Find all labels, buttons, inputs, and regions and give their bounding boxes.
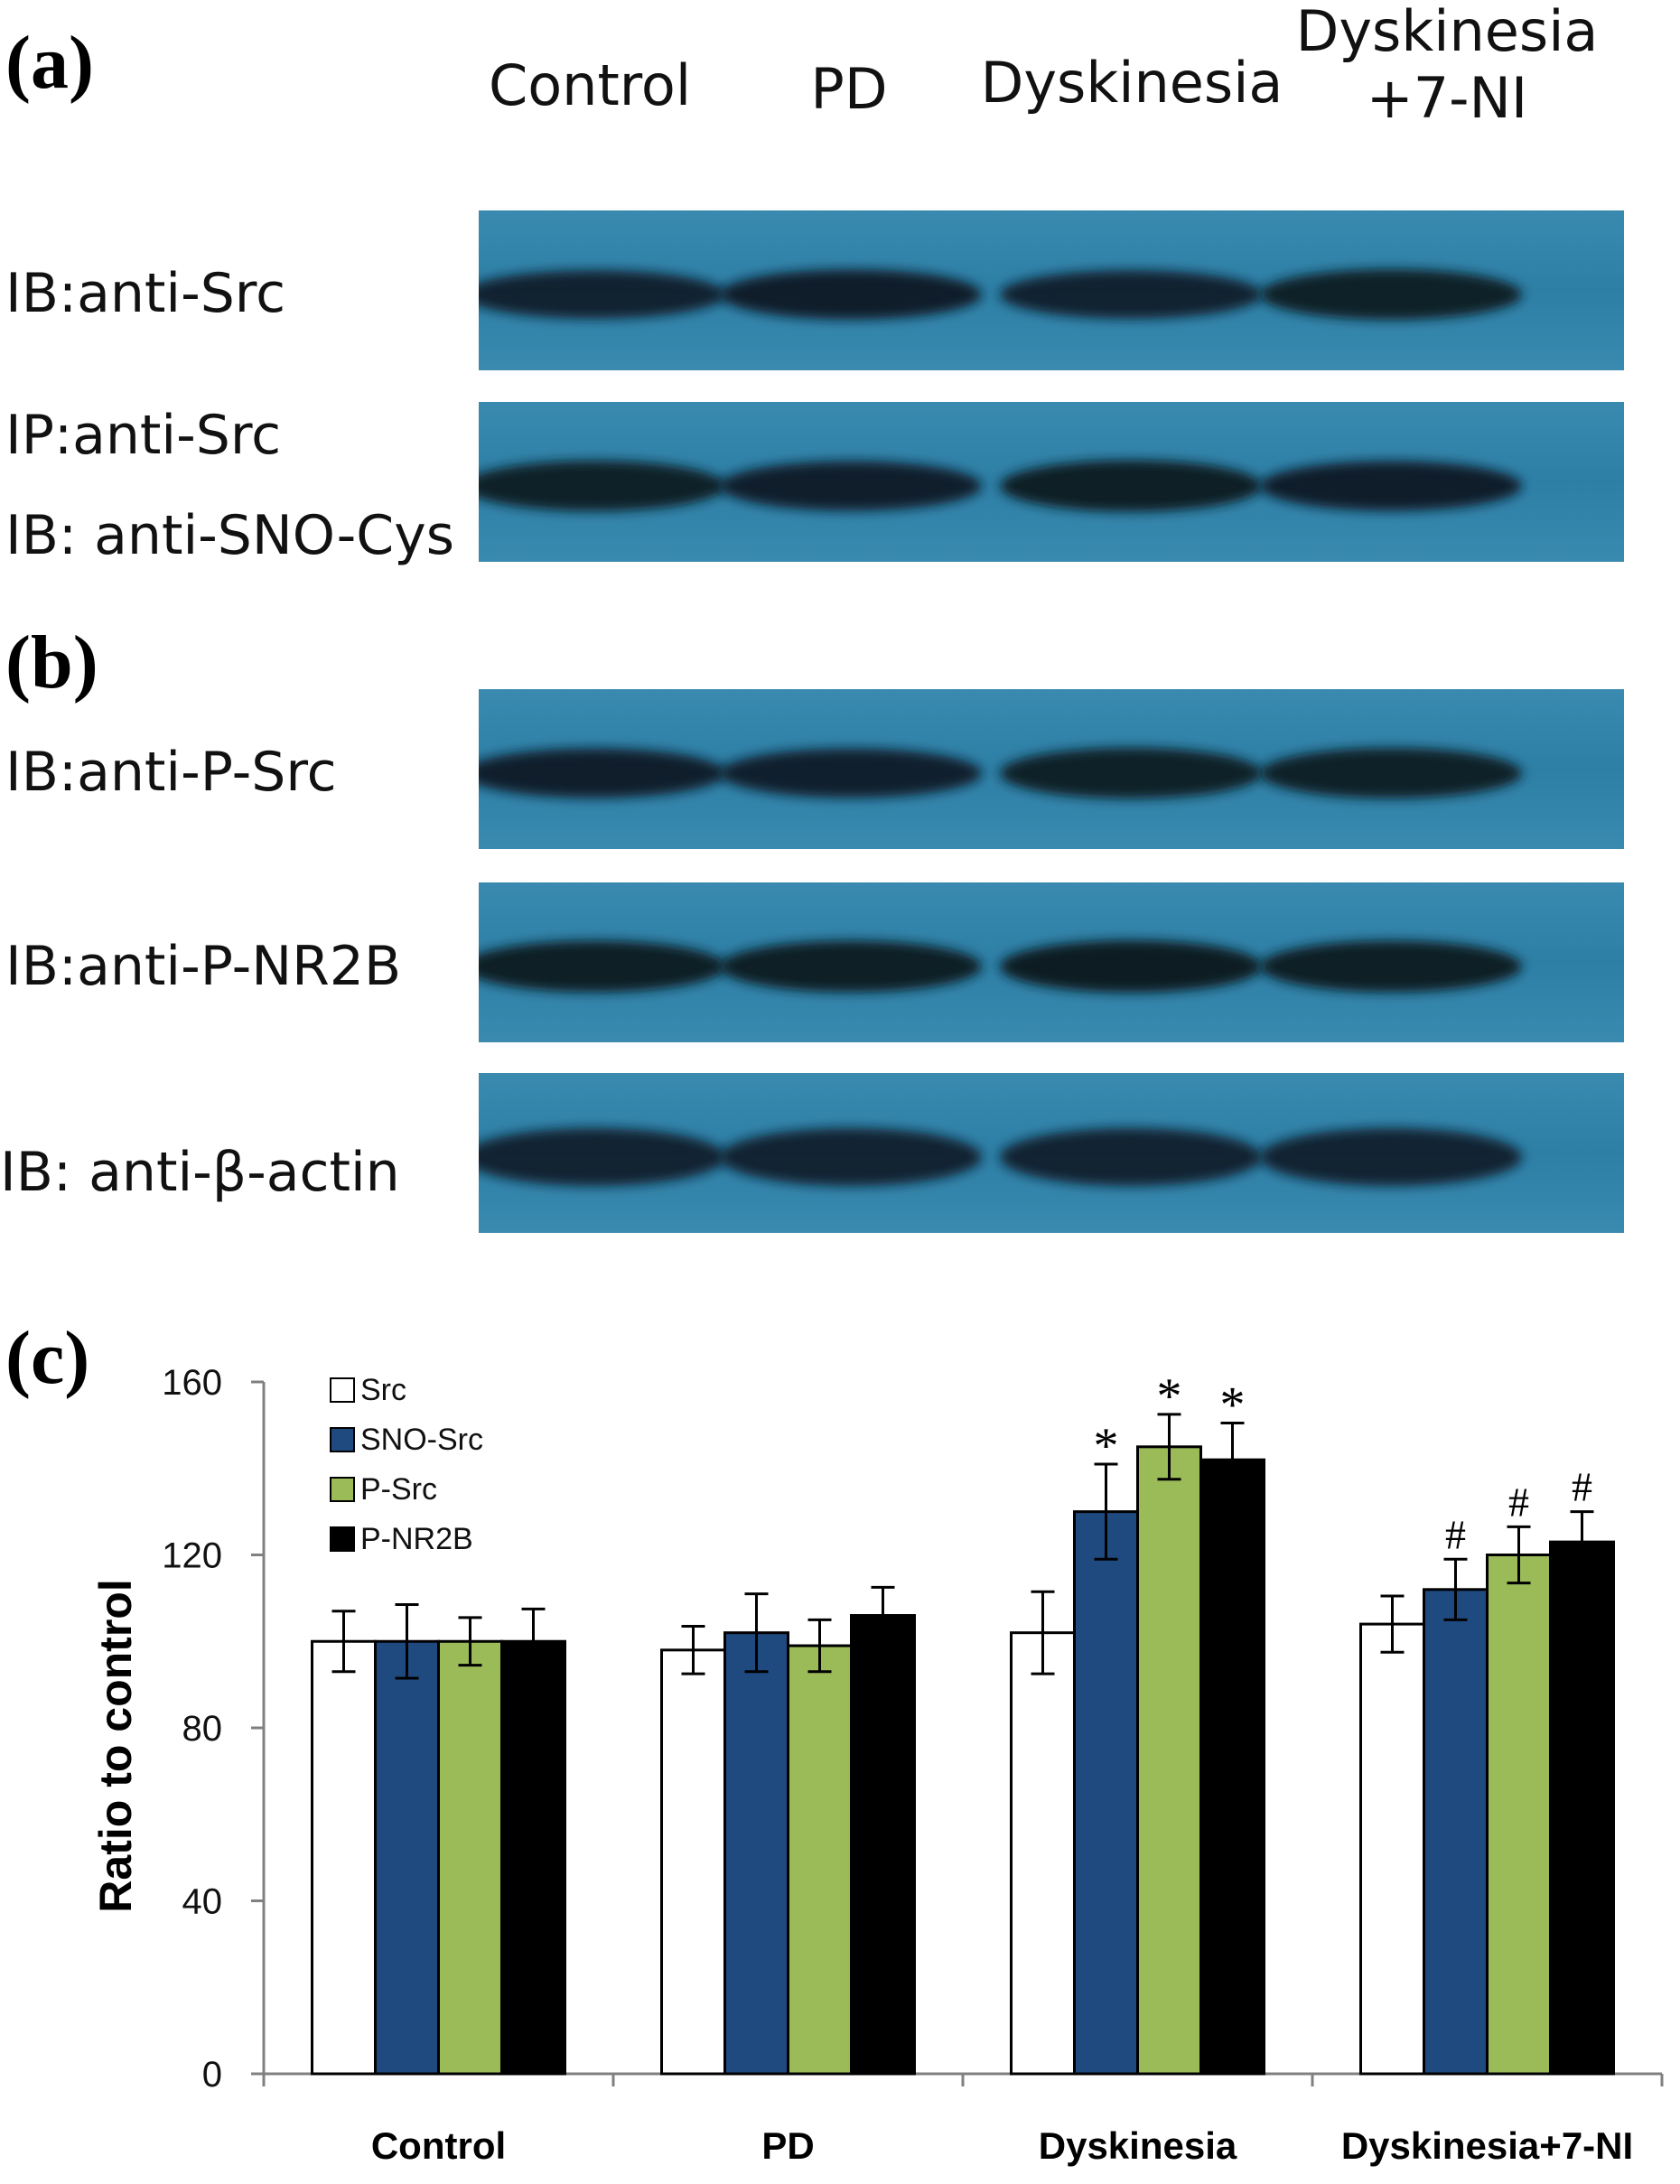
- panel-c-label: (c): [5, 1316, 90, 1400]
- row-label-p-nr2b: IB:anti-P-NR2B: [5, 935, 402, 998]
- bar: [723, 1631, 789, 2076]
- legend-swatch: [330, 1377, 355, 1403]
- y-tick-label: 0: [202, 2055, 222, 2095]
- blot-band: [479, 940, 725, 993]
- blot-band: [720, 940, 982, 993]
- y-tick-label: 160: [162, 1363, 222, 1403]
- blot-p-src-image: [479, 689, 1624, 849]
- panel-b-label: (b): [5, 621, 98, 705]
- bar: [660, 1648, 726, 2076]
- blot-band: [1260, 748, 1522, 798]
- blot-p-nr2b: [479, 882, 1624, 1042]
- y-tick-label: 40: [182, 1882, 223, 1922]
- legend-swatch: [330, 1427, 355, 1452]
- row-label-beta-actin: IB: anti-β-actin: [0, 1141, 400, 1204]
- lane-label-control: Control: [488, 52, 692, 118]
- y-tick-label: 80: [182, 1709, 223, 1749]
- bar: [1199, 1458, 1265, 2076]
- blot-band: [720, 748, 982, 798]
- legend-swatch: [330, 1526, 355, 1552]
- legend-label: P-NR2B: [360, 1522, 473, 1556]
- legend-label: P-Src: [360, 1472, 437, 1507]
- lane-label-dyskinesia-7ni: Dyskinesia +7-NI: [1296, 0, 1599, 133]
- blot-src-image: [479, 210, 1624, 370]
- bar: [1073, 1510, 1139, 2076]
- bar: [311, 1639, 377, 2076]
- significance-asterisk: *: [1157, 1368, 1182, 1424]
- blot-band: [1000, 270, 1262, 319]
- y-tick-label: 120: [162, 1536, 222, 1576]
- bar: [437, 1639, 503, 2076]
- blot-band: [1000, 747, 1262, 799]
- panel-a-label: (a): [5, 21, 94, 105]
- blot-band: [1260, 940, 1522, 993]
- blot-band: [1000, 460, 1262, 512]
- lane-label-dyskinesia-7ni-line2: +7-NI: [1366, 65, 1528, 132]
- bar: [850, 1614, 916, 2076]
- lane-label-dyskinesia-7ni-line1: Dyskinesia: [1295, 0, 1599, 64]
- bar: [1486, 1554, 1552, 2076]
- bar: [1010, 1631, 1076, 2076]
- bar: [374, 1639, 440, 2076]
- bar: [1136, 1445, 1202, 2076]
- y-axis-title: Ratio to control: [90, 1579, 141, 1912]
- legend-label: SNO-Src: [360, 1423, 483, 1457]
- bar: [1359, 1622, 1425, 2076]
- x-category-label: Dyskinesia+7-NI: [1341, 2124, 1633, 2167]
- legend-label: Src: [360, 1373, 406, 1407]
- bar-chart: 0 40 80 120 160 Ratio to control Control PD Dysk…: [90, 1363, 1664, 2167]
- blot-band: [720, 1128, 982, 1186]
- x-category-label: PD: [761, 2124, 814, 2167]
- bar: [1423, 1588, 1489, 2076]
- bar: [500, 1639, 566, 2076]
- row-label-src: IB:anti-Src: [5, 262, 286, 325]
- row-label-sno-src-ip: IP:anti-Src: [5, 404, 282, 467]
- significance-asterisk: *: [1220, 1377, 1246, 1433]
- x-category-label: Control: [371, 2124, 506, 2167]
- significance-hash: #: [1445, 1511, 1466, 1557]
- significance-hash: #: [1572, 1464, 1592, 1510]
- blot-band: [479, 461, 725, 511]
- legend-swatch: [330, 1477, 355, 1502]
- blot-band: [1260, 269, 1522, 320]
- blot-band: [1260, 1128, 1522, 1186]
- x-category-label: Dyskinesia: [1039, 2124, 1237, 2167]
- blot-band: [720, 461, 982, 511]
- blot-sno-src: [479, 402, 1624, 562]
- lane-label-dyskinesia: Dyskinesia: [980, 50, 1283, 116]
- blot-band: [720, 269, 982, 320]
- blot-sno-src-image: [479, 402, 1624, 562]
- blot-src: [479, 210, 1624, 370]
- blot-band: [479, 1128, 725, 1186]
- bar: [1549, 1540, 1615, 2076]
- blot-band: [479, 748, 725, 798]
- blot-p-src: [479, 689, 1624, 849]
- blot-band: [479, 270, 725, 319]
- lane-label-pd: PD: [810, 56, 888, 122]
- blot-band: [1000, 1128, 1262, 1186]
- blot-beta-actin: [479, 1073, 1624, 1233]
- row-label-p-src: IB:anti-P-Src: [5, 741, 337, 804]
- bar: [787, 1644, 853, 2076]
- blot-p-nr2b-image: [479, 882, 1624, 1042]
- blot-band: [1260, 461, 1522, 511]
- blot-band: [1000, 940, 1262, 993]
- significance-hash: #: [1508, 1479, 1529, 1525]
- significance-asterisk: *: [1094, 1418, 1119, 1474]
- row-label-sno-src-ib: IB: anti-SNO-Cys: [5, 504, 454, 567]
- blot-beta-actin-image: [479, 1073, 1624, 1233]
